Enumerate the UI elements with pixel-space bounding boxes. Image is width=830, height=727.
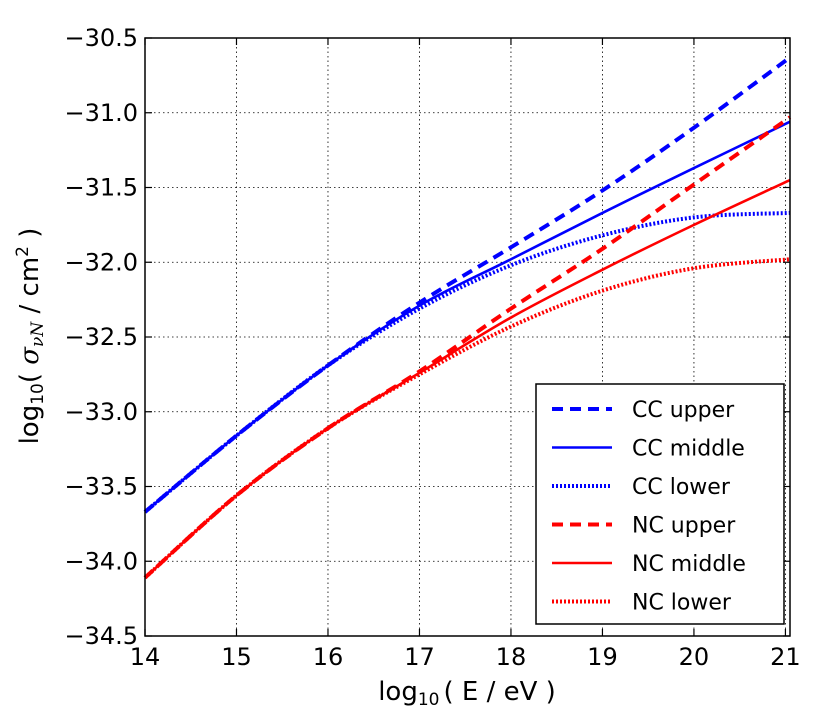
y-tick-label: −32.5 (64, 323, 138, 351)
series-lines (143, 55, 792, 580)
legend-label: NC middle (632, 552, 746, 577)
legend: CC upper CC middle CC lower NC upper NC midd… (535, 383, 785, 625)
x-tick-label: 17 (404, 643, 435, 671)
x-tick-label: 15 (221, 643, 252, 671)
y-tick-label: −34.5 (64, 622, 138, 650)
x-tick-label: 18 (496, 643, 527, 671)
axis-ticks: 14 15 16 17 18 19 20 21 −30.5 −31.0 −31.5 −32.0 −32.… (64, 24, 800, 671)
legend-label: CC lower (632, 475, 731, 500)
y-tick-label: −34.0 (64, 547, 138, 575)
legend-label: CC middle (632, 437, 745, 462)
y-tick-label: −30.5 (64, 24, 138, 52)
series-cc-upper (143, 55, 792, 514)
series-cc-lower (143, 210, 791, 514)
x-tick-label: 16 (313, 643, 344, 671)
legend-label: NC lower (632, 591, 732, 616)
y-tick-label: −31.0 (64, 99, 138, 127)
series-nc-lower (143, 257, 791, 580)
y-tick-label: −33.5 (64, 473, 138, 501)
x-tick-label: 21 (770, 643, 801, 671)
y-axis-label: log10( σνN / cm2 ) (13, 228, 48, 445)
x-tick-label: 19 (587, 643, 618, 671)
y-tick-label: −31.5 (64, 174, 138, 202)
legend-box (535, 383, 785, 625)
legend-label: NC upper (632, 514, 736, 539)
x-axis-label: log10( E / eV ) (378, 677, 556, 710)
series-nc-upper (143, 115, 792, 580)
y-tick-label: −32.0 (64, 248, 138, 276)
x-tick-label: 20 (679, 643, 710, 671)
x-tick-label: 14 (130, 643, 161, 671)
y-tick-label: −33.0 (64, 398, 138, 426)
legend-label: CC upper (632, 398, 735, 423)
